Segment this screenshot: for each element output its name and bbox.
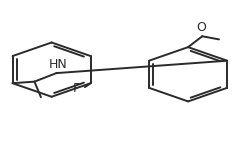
Text: O: O (196, 21, 206, 34)
Text: F: F (73, 82, 80, 95)
Text: HN: HN (48, 58, 67, 71)
